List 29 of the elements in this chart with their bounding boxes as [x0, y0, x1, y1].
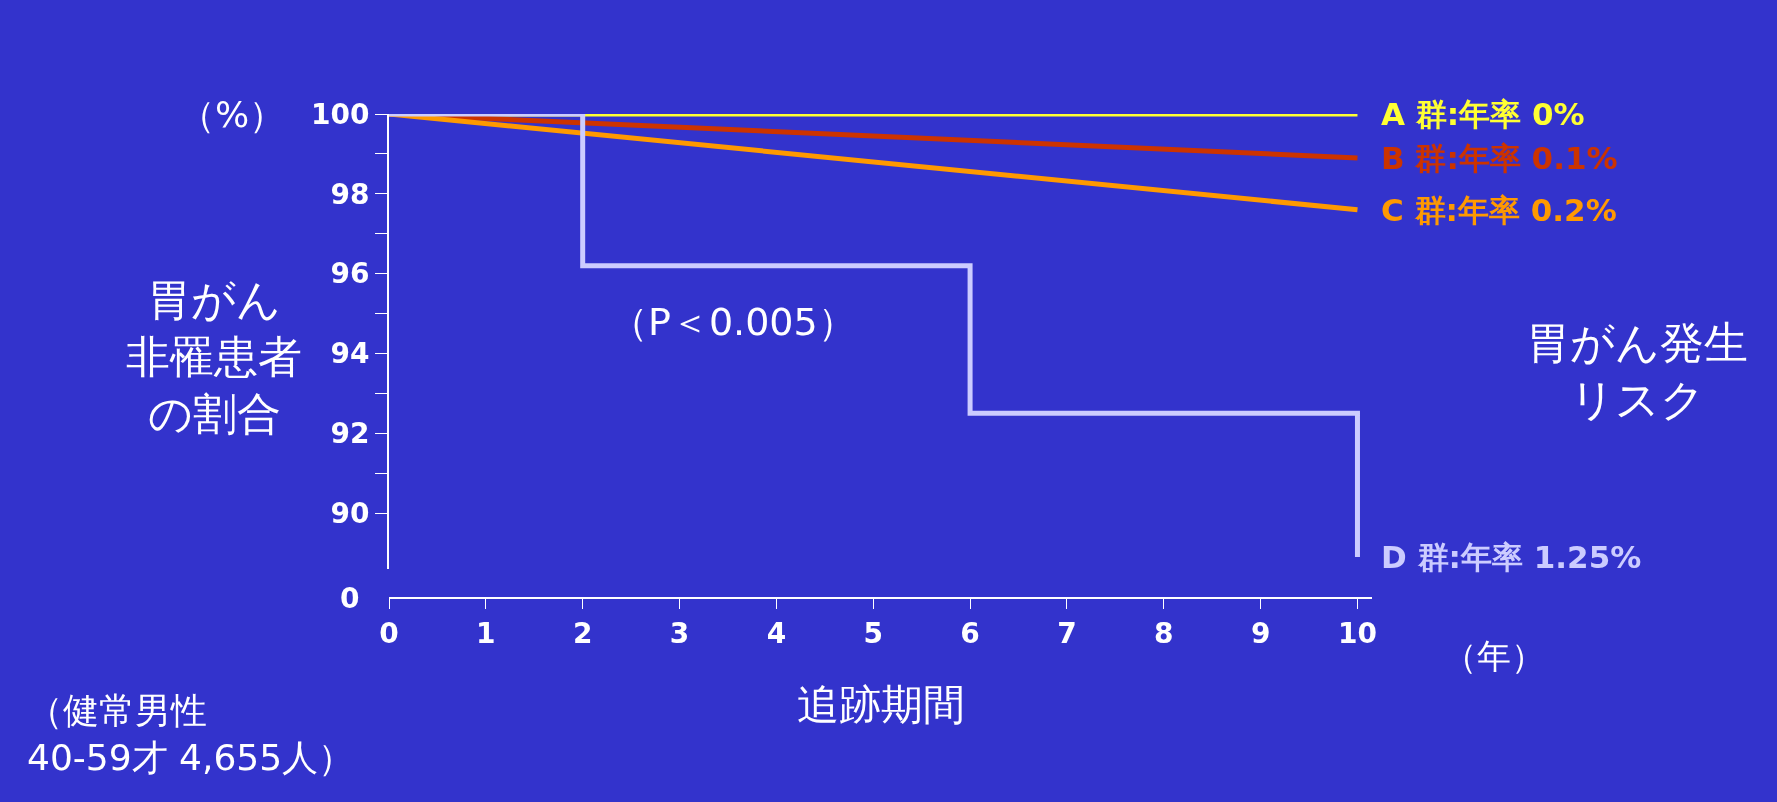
- x-tick-label: 9: [1250, 616, 1271, 650]
- text: 胃がん発生リスク: [1526, 317, 1748, 426]
- x-axis-title: 追跡期間: [796, 680, 965, 729]
- y-tick-label: 92: [330, 417, 370, 451]
- x-tick-label: 0: [379, 616, 399, 650]
- annotation: （P＜0.005）: [610, 300, 856, 344]
- series-label: D 群:年率 1.25%: [1381, 539, 1642, 575]
- x-tick-label: 3: [669, 616, 690, 650]
- y-tick-label: 100: [310, 97, 370, 131]
- series-label: B 群:年率 0.1%: [1381, 140, 1618, 176]
- x-tick-label: 4: [766, 616, 787, 650]
- x-tick-label: 2: [572, 616, 593, 650]
- y-axis-title: 胃がん非罹患者の割合: [126, 274, 302, 440]
- text: 0: [340, 582, 360, 615]
- y-tick-label: 96: [330, 257, 370, 291]
- x-tick-label: 8: [1154, 616, 1174, 650]
- series-label: C 群:年率 0.2%: [1381, 192, 1617, 228]
- text: （健常男性 40-59才 4,655人）: [27, 690, 355, 778]
- text: （年）: [1443, 636, 1545, 676]
- y-tick-label: 98: [330, 177, 370, 211]
- x-tick-label: 10: [1337, 616, 1377, 650]
- y-tick-label: 90: [330, 496, 370, 530]
- x-tick-label: 1: [476, 616, 496, 650]
- x-tick-label: 6: [960, 616, 980, 650]
- text: （%）: [179, 94, 286, 135]
- x-tick-label: 5: [863, 616, 883, 650]
- x-tick-label: 7: [1057, 616, 1077, 650]
- y-tick-label: 94: [330, 337, 370, 371]
- series-label: A 群:年率 0%: [1381, 96, 1585, 132]
